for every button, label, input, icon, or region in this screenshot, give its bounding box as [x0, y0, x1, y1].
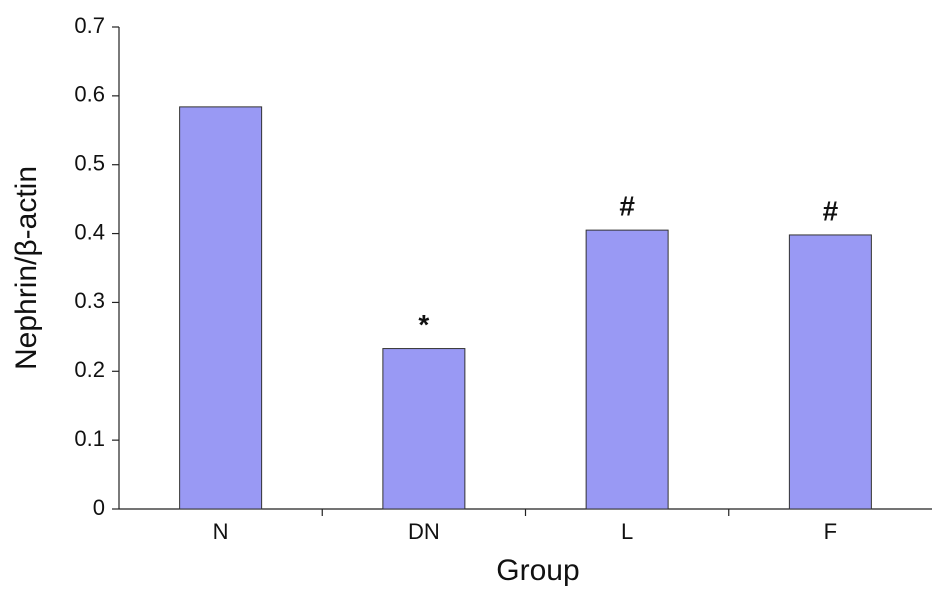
y-tick-label: 0.6: [74, 82, 105, 107]
y-tick-label: 0.2: [74, 357, 105, 382]
y-tick-label: 0: [93, 495, 105, 520]
annotation: #: [823, 195, 839, 226]
x-tick-label: DN: [408, 519, 440, 544]
bar: [788, 234, 872, 510]
y-tick-label: 0.5: [74, 151, 105, 176]
y-tick-label: 0.4: [74, 219, 105, 244]
bar: [382, 348, 466, 510]
annotation: *: [418, 309, 429, 340]
bar: [179, 106, 263, 510]
y-tick-label: 0.1: [74, 426, 105, 451]
y-tick-label: 0.3: [74, 288, 105, 313]
x-tick-label: L: [621, 519, 633, 544]
y-tick-label: 0.7: [74, 13, 105, 38]
x-tick-label: N: [213, 519, 229, 544]
y-axis-title: Nephrin/β-actin: [10, 166, 43, 370]
annotation: #: [619, 191, 635, 222]
x-axis-title: Group: [496, 554, 579, 587]
bar: [585, 229, 669, 510]
x-tick-label: F: [824, 519, 837, 544]
